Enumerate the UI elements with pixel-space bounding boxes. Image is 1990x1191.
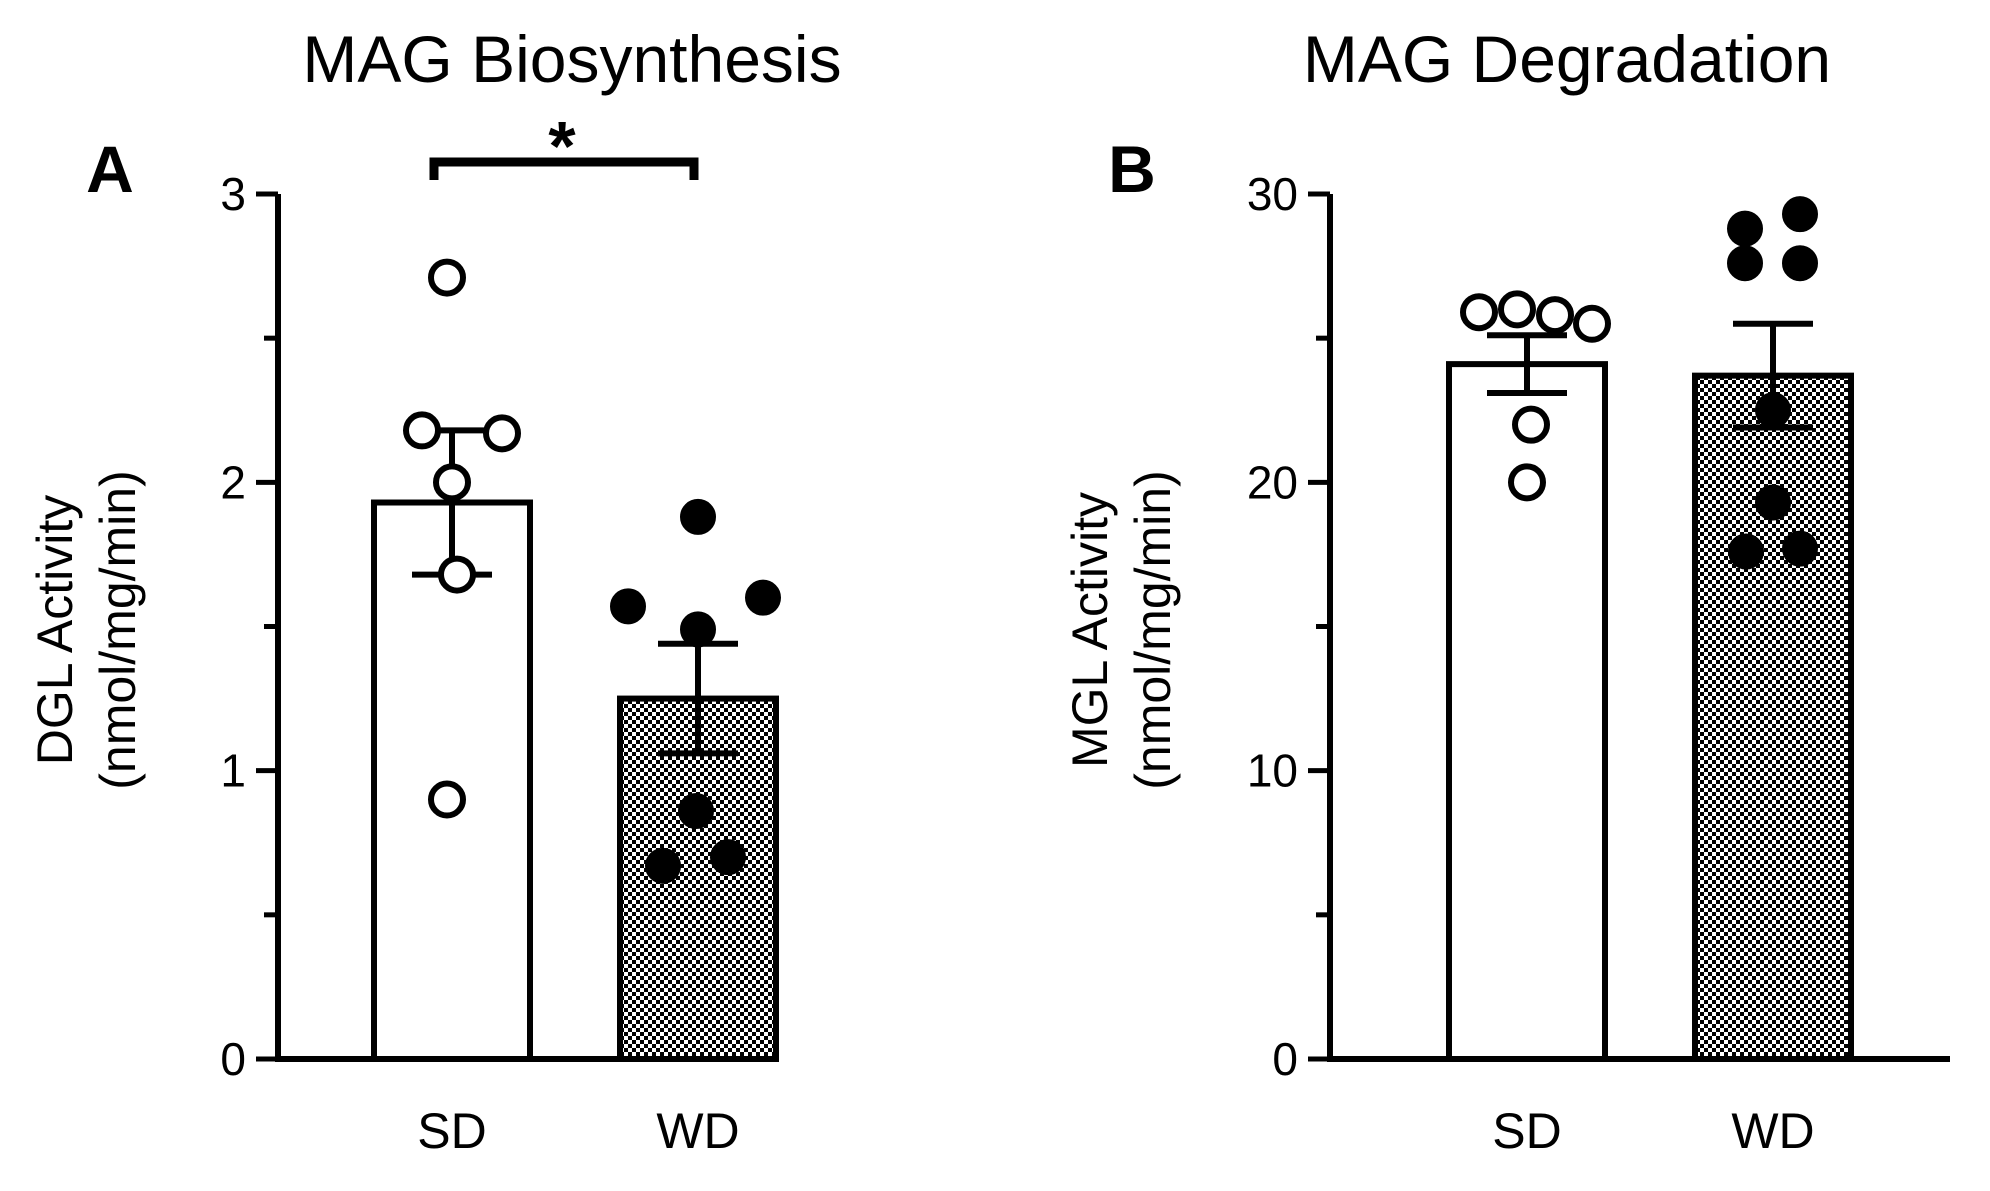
panel-a-point-sd <box>483 414 521 453</box>
panel-b-ytick-label: 0 <box>1272 1033 1298 1085</box>
panel-b-point-wd <box>1728 533 1764 570</box>
panel-b-point-sd <box>1508 463 1546 502</box>
panel-a-point-wd <box>645 847 681 884</box>
panel-b-bar-wd <box>1692 372 1854 1062</box>
panel-b-ylabel-line2: (nmol/mg/min) <box>1125 470 1181 789</box>
panel-a-point-wd <box>680 498 716 535</box>
panel-a: MAG Biosynthesis A DGL Activity (nmol/mg… <box>27 22 842 1159</box>
panel-b-point-sd <box>1498 290 1536 329</box>
panel-b-point-wd <box>1782 196 1818 233</box>
panel-b-xtick-label-sd: SD <box>1492 1103 1561 1159</box>
panel-a-point-wd <box>678 793 714 830</box>
panel-b-point-wd <box>1782 530 1818 567</box>
panel-b-point-wd <box>1727 210 1763 247</box>
panel-b-point-wd <box>1755 392 1791 429</box>
panel-a-point-wd <box>610 588 646 625</box>
significance-bracket <box>429 157 699 180</box>
panel-b-letter: B <box>1108 132 1156 206</box>
panel-b-ytick-label: 30 <box>1247 168 1298 220</box>
panel-b-ytick-label: 20 <box>1247 456 1298 508</box>
panel-b-point-sd <box>1512 405 1550 444</box>
panel-b-marks: 0 10 20 30 SD WD <box>1247 168 1950 1159</box>
panel-a-ytick-label: 0 <box>220 1033 246 1085</box>
panel-a-point-wd <box>745 579 781 616</box>
panel-b-point-wd <box>1727 245 1763 282</box>
panel-a-point-sd <box>428 780 466 819</box>
panel-a-point-wd <box>680 611 716 648</box>
panel-a-xtick-label-sd: SD <box>417 1103 486 1159</box>
panel-a-point-sd <box>438 555 476 594</box>
panel-b-point-sd <box>1460 293 1498 332</box>
panel-b-ylabel-line1: MGL Activity <box>1062 492 1118 768</box>
panel-a-title: MAG Biosynthesis <box>302 22 841 96</box>
panel-b-point-wd <box>1782 245 1818 282</box>
panel-b-title: MAG Degradation <box>1303 22 1831 96</box>
panel-a-letter: A <box>86 132 134 206</box>
panel-a-point-wd <box>710 839 746 876</box>
panel-a-ylabel-line1: DGL Activity <box>27 495 83 765</box>
panel-a-xtick-label-wd: WD <box>656 1103 739 1159</box>
panel-a-point-sd <box>428 258 466 297</box>
panel-b-xtick-label-wd: WD <box>1731 1103 1814 1159</box>
panel-b-point-wd <box>1755 484 1791 521</box>
panel-a-ytick-label: 1 <box>220 745 246 797</box>
panel-a-ytick-label: 2 <box>220 456 246 508</box>
significance-asterisk: * <box>548 107 576 185</box>
panel-a-point-sd <box>433 463 471 502</box>
panel-a-ytick-label: 3 <box>220 168 246 220</box>
panel-b-ytick-label: 10 <box>1247 745 1298 797</box>
panel-a-ylabel-line2: (nmol/mg/min) <box>90 470 146 789</box>
panel-b: MAG Degradation B MGL Activity (nmol/mg/… <box>1062 22 1950 1159</box>
panel-a-marks: 0 1 2 3 SD WD <box>220 157 781 1159</box>
panel-b-point-sd <box>1536 296 1574 335</box>
panel-b-point-sd <box>1573 304 1611 343</box>
panel-a-point-sd <box>403 411 441 450</box>
panel-a-bar-wd <box>617 695 779 1062</box>
panel-a-bar-sd <box>371 499 533 1062</box>
